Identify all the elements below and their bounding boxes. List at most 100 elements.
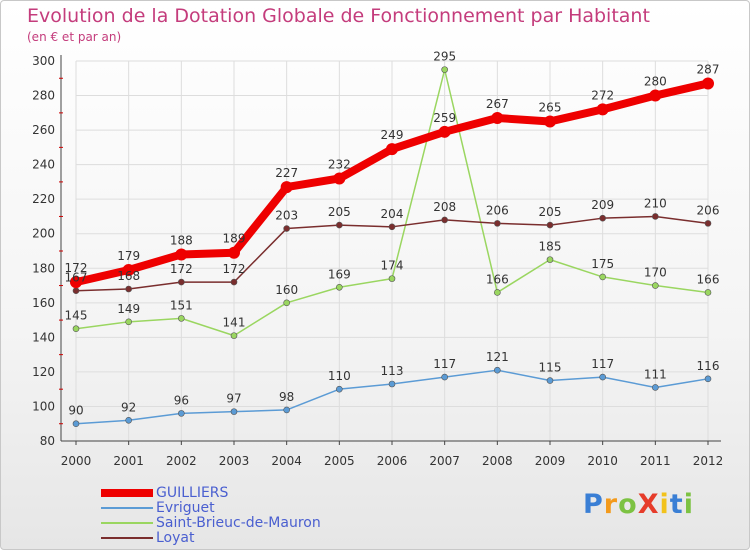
data-label: 116: [697, 359, 720, 373]
x-tick-label: 2010: [587, 454, 618, 468]
data-point: [546, 377, 554, 384]
legend-label: GUILLIERS: [156, 485, 229, 501]
data-point: [122, 264, 135, 276]
data-point: [178, 315, 185, 322]
data-point: [333, 172, 346, 185]
data-point: [336, 385, 343, 393]
data-point: [283, 299, 290, 307]
logo-letter: t: [669, 489, 684, 520]
data-label: 205: [328, 205, 351, 219]
data-label: 97: [226, 392, 241, 406]
data-label: 189: [223, 232, 246, 246]
data-point: [386, 143, 398, 156]
logo-letter: i: [659, 489, 670, 520]
data-label: 90: [68, 404, 83, 418]
y-tick-label: 260: [32, 123, 55, 137]
data-point: [125, 285, 132, 293]
y-tick-label: 80: [40, 434, 55, 448]
data-point: [599, 273, 606, 281]
y-tick-label: 240: [32, 158, 55, 172]
data-point: [438, 125, 451, 138]
data-point: [704, 375, 712, 383]
chart-title: Evolution de la Dotation Globale de Fonc…: [27, 5, 650, 27]
data-label: 169: [328, 267, 351, 281]
data-point: [596, 103, 609, 116]
legend-item: Saint-Brieuc-de-Mauron: [101, 516, 401, 531]
data-point: [441, 216, 448, 224]
data-label: 115: [539, 361, 562, 375]
data-label: 117: [433, 357, 456, 371]
data-point: [283, 225, 290, 232]
data-point: [388, 223, 396, 231]
x-tick-label: 2012: [693, 454, 724, 468]
data-label: 206: [697, 203, 720, 217]
legend-label: Loyat: [156, 530, 195, 546]
data-label: 168: [117, 269, 140, 283]
x-tick-label: 2007: [429, 454, 460, 468]
data-point: [178, 410, 185, 417]
data-label: 170: [644, 266, 667, 280]
data-point: [230, 408, 238, 415]
data-point: [599, 214, 606, 222]
data-label: 98: [279, 390, 294, 404]
data-label: 249: [381, 128, 404, 142]
data-point: [230, 278, 238, 286]
y-tick-label: 200: [32, 227, 55, 241]
data-point: [228, 246, 240, 259]
logo-letter: o: [618, 489, 638, 520]
data-label: 232: [328, 157, 351, 171]
data-point: [283, 406, 290, 414]
data-point: [388, 380, 396, 388]
data-point: [230, 332, 238, 339]
data-point: [125, 416, 132, 424]
data-point: [336, 283, 343, 291]
data-label: 206: [486, 203, 509, 217]
series-layer: [70, 66, 714, 428]
logo-letter: X: [637, 489, 660, 520]
data-label: 205: [539, 205, 562, 219]
axis-layer: 80 100 120 140 160 180 200 220 240 260 280 300 2000 2…: [32, 54, 723, 468]
data-point: [652, 384, 659, 391]
data-label: 265: [539, 100, 562, 114]
x-tick-label: 2011: [640, 454, 671, 468]
legend-swatch: [101, 537, 153, 539]
data-point: [388, 275, 396, 282]
data-point: [546, 256, 554, 263]
y-tick-label: 280: [32, 89, 55, 103]
data-label: 111: [644, 367, 667, 381]
data-label: 272: [591, 88, 614, 102]
data-point: [336, 221, 343, 229]
data-point: [280, 181, 293, 194]
legend-item: Evriguet: [101, 501, 401, 516]
data-label: 209: [591, 198, 614, 212]
data-point: [441, 66, 448, 73]
data-label: 110: [328, 369, 351, 383]
data-label: 185: [539, 240, 562, 254]
data-point: [652, 213, 659, 220]
data-label: 96: [174, 393, 189, 407]
logo-letter: r: [603, 489, 619, 520]
x-tick-label: 2001: [113, 454, 144, 468]
data-label-layer: 172 179 188 189 227 232 249 259 267 265 272 280 287 9…: [65, 50, 720, 418]
data-label: 172: [170, 262, 193, 276]
y-tick-label: 140: [32, 330, 55, 344]
data-label: 295: [433, 50, 456, 64]
data-point: [175, 248, 188, 261]
data-label: 113: [381, 364, 404, 378]
x-tick-label: 2006: [377, 454, 408, 468]
data-label: 117: [591, 357, 614, 371]
logo-letter: i: [683, 489, 694, 520]
data-point: [72, 287, 80, 295]
data-label: 172: [65, 261, 88, 275]
data-label: 121: [486, 350, 509, 364]
data-point: [546, 221, 554, 229]
data-point: [704, 289, 712, 296]
data-point: [494, 220, 501, 227]
x-tick-label: 2005: [324, 454, 355, 468]
data-point: [441, 373, 448, 381]
data-point: [494, 289, 501, 296]
y-tick-label: 220: [32, 192, 55, 206]
data-point: [704, 220, 712, 227]
data-point: [491, 112, 504, 124]
data-label: 188: [170, 233, 193, 247]
